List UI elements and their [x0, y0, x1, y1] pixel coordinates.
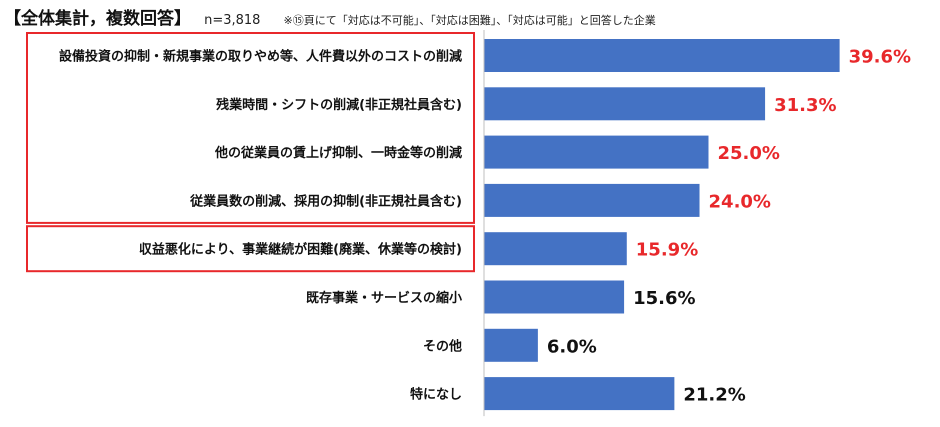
- category-label-4: 収益悪化により、事業継続が困難(廃業、休業等の検討): [139, 242, 462, 258]
- value-label-4: 15.9%: [636, 240, 698, 261]
- category-label-2: 他の従業員の賃上げ抑制、一時金等の削減: [214, 145, 462, 161]
- bar-2: [484, 135, 709, 169]
- value-label-2: 25.0%: [718, 143, 780, 164]
- highlight-box-1: [26, 225, 475, 273]
- bar-1: [484, 87, 766, 121]
- category-label-5: 既存事業・サービスの縮小: [306, 290, 462, 306]
- category-label-0: 設備投資の抑制・新規事業の取りやめ等、人件費以外のコストの削減: [59, 49, 462, 65]
- bar-6: [484, 328, 538, 362]
- value-label-6: 6.0%: [547, 336, 597, 357]
- highlight-box-0: [26, 32, 475, 224]
- value-label-5: 15.6%: [633, 288, 695, 309]
- value-label-3: 24.0%: [709, 191, 771, 212]
- chart-header: 【全体集計，複数回答】 n=3,818 ※⑮頁にて「対応は不可能」、「対応は困難…: [4, 4, 656, 30]
- chart-note: ※⑮頁にて「対応は不可能」、「対応は困難」、「対応は可能」と回答した企業: [283, 14, 656, 27]
- category-label-3: 従業員数の削減、採用の抑制(非正規社員含む): [189, 193, 462, 209]
- category-label-6: その他: [423, 338, 462, 354]
- bar-7: [484, 377, 675, 411]
- chart-title: 【全体集計，複数回答】: [4, 9, 191, 29]
- bar-0: [484, 39, 840, 72]
- category-label-7: 特になし: [410, 387, 462, 403]
- value-label-1: 31.3%: [774, 95, 836, 116]
- value-label-0: 39.6%: [849, 47, 911, 68]
- sample-size: n=3,818: [204, 13, 261, 28]
- bar-3: [484, 183, 700, 217]
- value-label-7: 21.2%: [683, 385, 745, 406]
- bar-5: [484, 280, 625, 314]
- bar-4: [484, 232, 627, 266]
- category-label-1: 残業時間・シフトの削減(非正規社員含む): [216, 97, 462, 113]
